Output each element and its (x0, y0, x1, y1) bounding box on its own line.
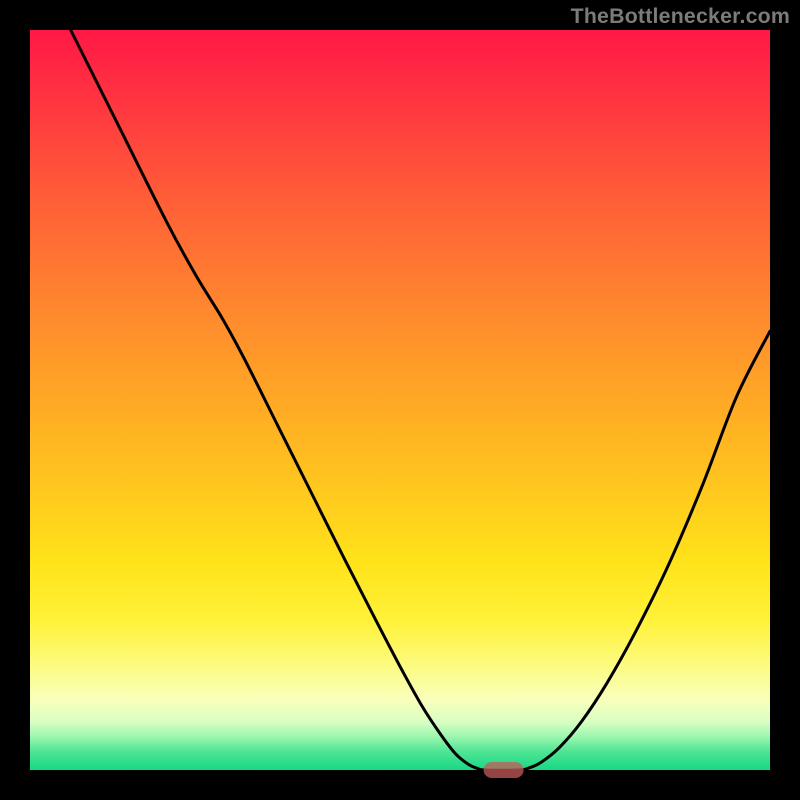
bottleneck-chart (0, 0, 800, 800)
chart-stage: TheBottlenecker.com (0, 0, 800, 800)
plot-background (30, 30, 770, 770)
watermark-label: TheBottlenecker.com (571, 4, 790, 29)
optimal-marker (484, 762, 524, 778)
